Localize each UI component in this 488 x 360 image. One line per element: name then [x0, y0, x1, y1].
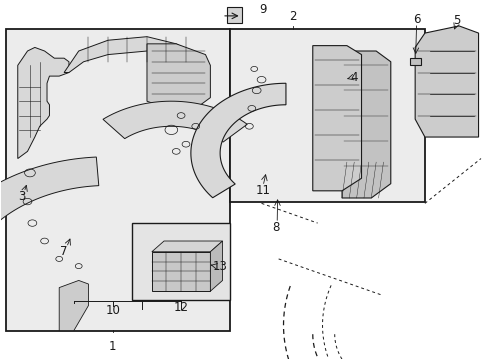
Bar [132, 223, 229, 300]
Polygon shape [0, 157, 99, 360]
Polygon shape [147, 44, 210, 108]
Polygon shape [210, 241, 222, 291]
Text: 7: 7 [60, 245, 68, 258]
Polygon shape [64, 37, 195, 72]
Text: 2: 2 [289, 10, 296, 23]
Text: 12: 12 [173, 301, 188, 314]
Bar [152, 252, 210, 291]
Polygon shape [190, 83, 285, 198]
Text: 9: 9 [259, 3, 266, 15]
Bar [229, 30, 424, 202]
Text: 10: 10 [105, 305, 120, 318]
Bar [5, 30, 229, 330]
Polygon shape [59, 280, 88, 330]
Text: 6: 6 [412, 13, 420, 26]
Text: 1: 1 [109, 339, 116, 352]
Polygon shape [152, 241, 222, 252]
Polygon shape [414, 26, 478, 137]
Polygon shape [341, 51, 390, 198]
Text: 3: 3 [18, 190, 25, 203]
Text: 11: 11 [255, 184, 270, 197]
Bar [409, 58, 420, 66]
Bar [227, 7, 242, 23]
Text: 13: 13 [212, 260, 227, 273]
Polygon shape [103, 101, 247, 142]
Text: 5: 5 [452, 14, 459, 27]
Polygon shape [312, 46, 361, 191]
Text: 8: 8 [272, 221, 279, 234]
Text: 4: 4 [350, 71, 357, 84]
Polygon shape [18, 48, 69, 158]
